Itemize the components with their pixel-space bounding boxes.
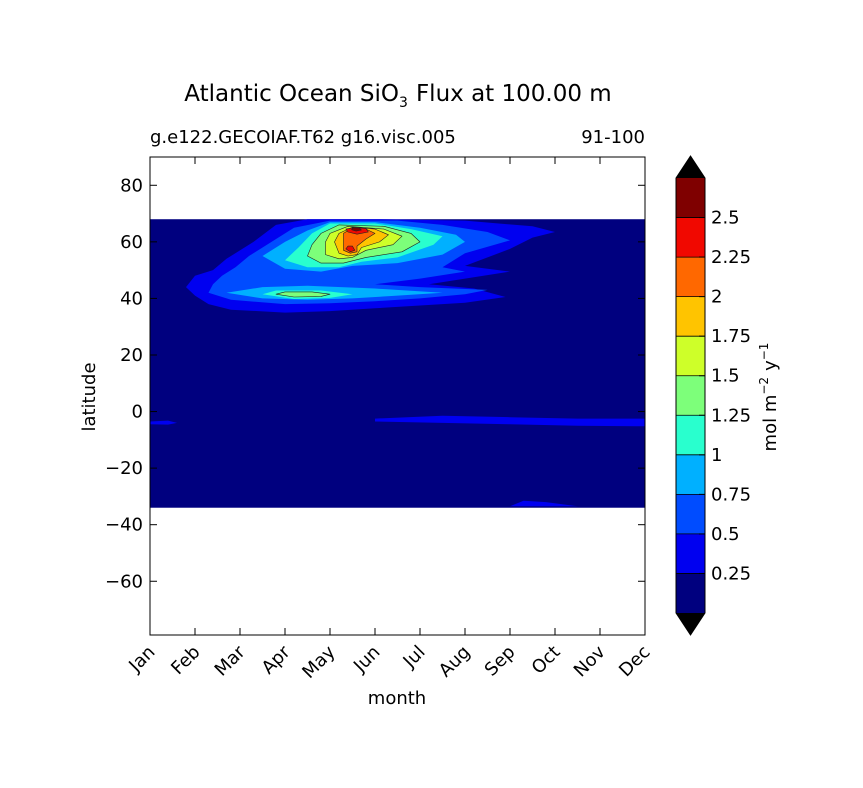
- colorbar-tick-label-9: 2.5: [711, 208, 740, 229]
- chart-subtitle-left: g.e122.GECOIAF.T62 g16.visc.005: [150, 127, 456, 148]
- contour-region-0: [150, 420, 177, 425]
- chart-subtitle-right: 91-100: [581, 127, 645, 148]
- x-tick-label-8: Sep: [481, 642, 520, 681]
- colorbar-segment-10: [676, 178, 705, 218]
- colorbar-tick-label-3: 1: [711, 445, 722, 466]
- plot-frame: [149, 156, 646, 636]
- y-tick-label-1: 60: [120, 232, 143, 253]
- x-tick-label-6: Jul: [399, 642, 430, 673]
- contour-region-1: [375, 415, 645, 427]
- contour-region-14: [345, 245, 356, 253]
- y-tick-label-5: −20: [105, 458, 143, 479]
- colorbar-segment-4: [676, 415, 705, 455]
- colorbar-segment-9: [676, 217, 705, 258]
- colorbar-tick-label-0: 0.25: [711, 563, 751, 584]
- colorbar-tick-label-6: 1.75: [711, 326, 751, 347]
- y-tick-label-0: 80: [120, 175, 143, 196]
- colorbar-segment-2: [676, 494, 705, 534]
- x-tick-label-7: Aug: [435, 642, 475, 682]
- colorbar-label: mol m−2y−1: [757, 343, 781, 452]
- x-tick-label-0: Jan: [124, 642, 159, 677]
- colorbar-tick-label-4: 1.25: [711, 405, 751, 426]
- x-tick-label-11: Dec: [615, 642, 654, 681]
- colorbar-tick-label-5: 1.5: [711, 366, 740, 387]
- colorbar-segment-6: [676, 336, 705, 376]
- y-tick-label-4: 0: [132, 402, 143, 423]
- y-tick-label-2: 40: [120, 288, 143, 309]
- x-tick-label-10: Nov: [570, 641, 610, 681]
- x-tick-label-9: Oct: [528, 642, 565, 679]
- y-ticks: 80 60 40 20 0 −20 −40 −60: [105, 175, 645, 592]
- y-tick-label-3: 20: [120, 345, 143, 366]
- x-tick-label-5: Jun: [349, 642, 384, 677]
- colorbar-over-arrow: [676, 156, 705, 178]
- x-tick-label-1: Feb: [167, 642, 204, 679]
- y-tick-label-7: −60: [105, 571, 143, 592]
- x-tick-label-3: Apr: [258, 641, 295, 678]
- colorbar-tick-label-7: 2: [711, 287, 722, 308]
- colorbar-segment-3: [676, 454, 705, 495]
- y-tick-label-6: −40: [105, 515, 143, 536]
- contour-fill-layer: [150, 219, 645, 508]
- colorbar-segment-7: [676, 296, 705, 337]
- colorbar-under-arrow: [676, 613, 705, 635]
- plot-area: Jan Feb Mar Apr May Jun Jul Aug Sep Oct Nov Dec 80 6…: [105, 156, 655, 683]
- colorbar-segment-5: [676, 375, 705, 416]
- x-axis-label: month: [368, 688, 426, 709]
- colorbar-tick-label-2: 0.75: [711, 484, 751, 505]
- x-tick-label-2: Mar: [211, 641, 250, 680]
- colorbar-segment-1: [676, 533, 705, 574]
- colorbar: 0.25 0.5 0.75 1 1.25 1.5 1.75 2 2.25 2.5: [675, 155, 751, 636]
- colorbar-segment-8: [676, 257, 705, 297]
- y-axis-label: latitude: [79, 362, 100, 431]
- x-tick-label-4: May: [298, 641, 339, 682]
- colorbar-tick-label-8: 2.25: [711, 247, 751, 268]
- chart-title: Atlantic Ocean SiO3 Flux at 100.00 m: [184, 81, 611, 111]
- colorbar-outline: [675, 155, 706, 636]
- contour-region-2: [510, 500, 578, 507]
- contour-region-9: [275, 291, 331, 298]
- colorbar-segment-0: [676, 573, 705, 613]
- contour-region-16: [351, 227, 362, 232]
- colorbar-tick-label-1: 0.5: [711, 524, 740, 545]
